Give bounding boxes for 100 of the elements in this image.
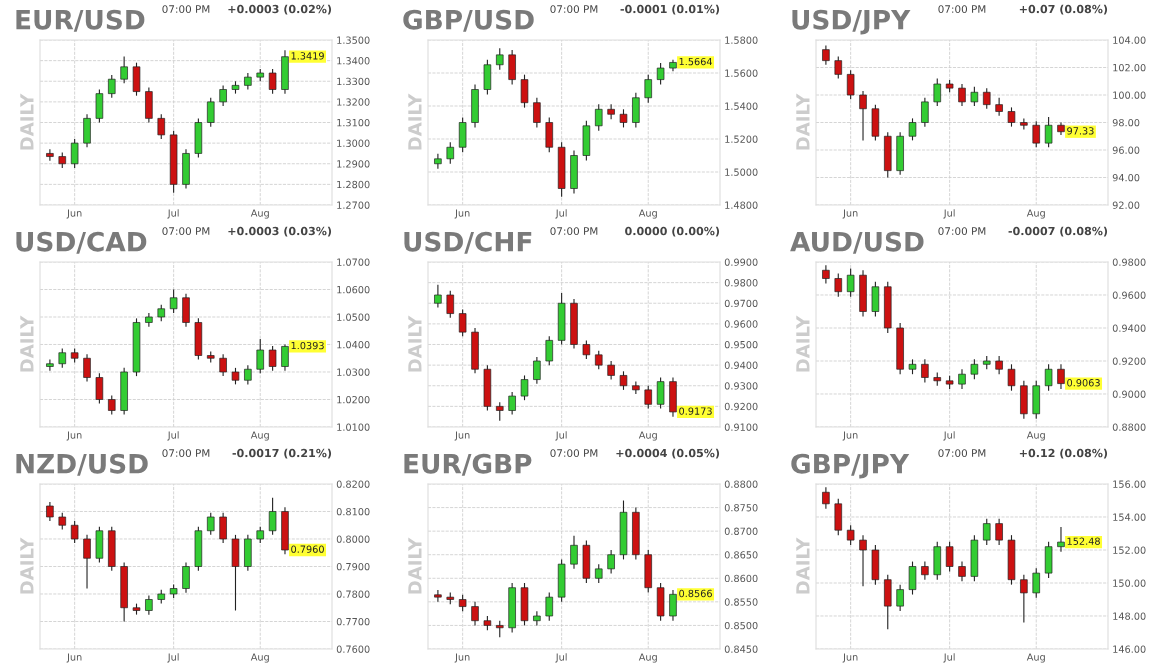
candlestick bbox=[108, 394, 116, 416]
y-tick-label: 0.9500 bbox=[724, 340, 758, 349]
candlestick bbox=[970, 358, 979, 380]
x-tick-label: Jun bbox=[842, 653, 858, 663]
annotation: 0.9173 bbox=[679, 407, 712, 415]
y-tick-label: 0.8600 bbox=[724, 574, 758, 583]
candlestick bbox=[958, 560, 966, 582]
y-tick-label: 0.8550 bbox=[724, 598, 758, 606]
y-tick-label: 0.9800 bbox=[1112, 258, 1146, 266]
candlestick bbox=[471, 601, 479, 626]
x-tick-label: Aug bbox=[638, 431, 657, 441]
y-tick-label: 0.7900 bbox=[336, 562, 370, 571]
y-tick-label: 0.8000 bbox=[336, 535, 370, 543]
candlestick bbox=[908, 117, 917, 141]
text: 07:00 PM bbox=[162, 5, 210, 14]
y-tick-label: 1.3200 bbox=[337, 98, 370, 106]
x-tick-label: Jul bbox=[555, 431, 567, 441]
candlestick bbox=[58, 348, 67, 369]
y-tick-label: 1.3500 bbox=[337, 36, 370, 44]
chart-title: USD/CAD bbox=[16, 231, 147, 254]
candlestick bbox=[256, 338, 264, 374]
y-tick-label: 1.0500 bbox=[337, 313, 370, 321]
text: 07:00 PM bbox=[162, 227, 210, 236]
y-tick-label: 0.8450 bbox=[724, 645, 758, 653]
candlestick bbox=[434, 589, 442, 603]
candlestick bbox=[1020, 117, 1028, 130]
candlestick bbox=[822, 486, 830, 510]
x-tick-label: Aug bbox=[250, 653, 269, 663]
text: +0.12 (0.08%) bbox=[1019, 448, 1108, 459]
x-tick-label: Aug bbox=[638, 653, 657, 663]
y-tick-label: 1.5000 bbox=[725, 168, 758, 176]
y-tick-label: 1.3400 bbox=[337, 57, 370, 65]
chart-title: GBP/USD bbox=[403, 9, 534, 32]
y-tick-label: 0.9000 bbox=[1112, 390, 1146, 398]
y-tick-label: 0.9200 bbox=[724, 402, 758, 411]
candlestick bbox=[846, 524, 855, 546]
candlestick bbox=[970, 86, 979, 107]
candlestick bbox=[206, 97, 215, 128]
x-tick-label: Jun bbox=[66, 209, 82, 219]
candlestick bbox=[834, 55, 843, 80]
candlestick bbox=[1057, 363, 1065, 390]
candlestick bbox=[533, 356, 541, 385]
candlestick bbox=[644, 74, 652, 104]
y-tick-label: 1.3100 bbox=[337, 118, 370, 127]
candlestick bbox=[157, 113, 166, 140]
y-tick-label: 1.2700 bbox=[337, 201, 370, 209]
candlestick bbox=[822, 44, 830, 66]
candlestick bbox=[896, 584, 904, 612]
y-tick-label: 0.8700 bbox=[724, 527, 758, 535]
candlestick bbox=[822, 264, 830, 285]
candlestick bbox=[933, 77, 942, 107]
text: 07:00 PM bbox=[550, 5, 598, 14]
candlestick bbox=[669, 589, 677, 622]
x-tick-label: Jul bbox=[943, 431, 955, 441]
annotation: 0.7960 bbox=[291, 545, 324, 553]
text: 07:00 PM bbox=[550, 449, 598, 458]
y-tick-label: 0.7600 bbox=[336, 645, 370, 653]
y-tick-label: 96.00 bbox=[1112, 146, 1140, 154]
chart-title: GBP/JPY bbox=[791, 453, 910, 479]
x-tick-label: Aug bbox=[1026, 653, 1045, 663]
x-tick-label: Jun bbox=[66, 431, 82, 441]
y-tick-label: 1.0100 bbox=[337, 423, 370, 431]
candlestick bbox=[1032, 120, 1040, 148]
candlestick bbox=[244, 364, 252, 385]
x-tick-label: Aug bbox=[638, 209, 657, 219]
candlestick bbox=[496, 47, 504, 71]
x-tick-label: Jul bbox=[943, 209, 955, 219]
chart-title: USD/CHF bbox=[404, 231, 532, 254]
candlestick bbox=[219, 84, 227, 107]
annotation: 1.5664 bbox=[679, 57, 713, 66]
candlestick bbox=[921, 358, 929, 384]
y-tick-label: 92.00 bbox=[1112, 201, 1140, 209]
chart-title: AUD/USD bbox=[790, 231, 924, 254]
candlestick bbox=[83, 534, 91, 590]
x-tick-label: Jun bbox=[454, 431, 470, 441]
y-tick-label: 1.4800 bbox=[725, 201, 758, 209]
candlestick bbox=[619, 370, 628, 391]
candlestick bbox=[958, 368, 966, 390]
y-tick-label: 0.9200 bbox=[1112, 357, 1146, 365]
chart-title: EUR/USD bbox=[16, 9, 145, 32]
candlestick bbox=[219, 512, 227, 544]
x-tick-label: Jul bbox=[167, 209, 179, 219]
annotation: 1.3419 bbox=[291, 52, 324, 60]
y-tick-label: 148.00 bbox=[1113, 612, 1146, 620]
y-tick-label: 1.5200 bbox=[725, 135, 758, 143]
candlestick bbox=[545, 591, 554, 622]
y-tick-label: 0.8200 bbox=[336, 480, 370, 488]
candlestick bbox=[995, 355, 1003, 375]
text: 07:00 PM bbox=[938, 5, 986, 14]
y-tick-label: 104.00 bbox=[1113, 36, 1146, 44]
y-tick-label: 94.00 bbox=[1112, 173, 1140, 182]
y-tick-label: 152.00 bbox=[1113, 546, 1146, 554]
y-tick-label: 0.9400 bbox=[1112, 324, 1146, 332]
y-tick-label: 1.2900 bbox=[337, 160, 370, 168]
y-tick-label: 150.00 bbox=[1113, 579, 1146, 587]
x-tick-label: Jul bbox=[555, 653, 567, 663]
y-tick-label: 0.8750 bbox=[724, 504, 758, 512]
y-tick-label: 1.5600 bbox=[725, 69, 758, 77]
candlestick bbox=[108, 74, 116, 99]
x-tick-label: Jul bbox=[167, 653, 179, 663]
